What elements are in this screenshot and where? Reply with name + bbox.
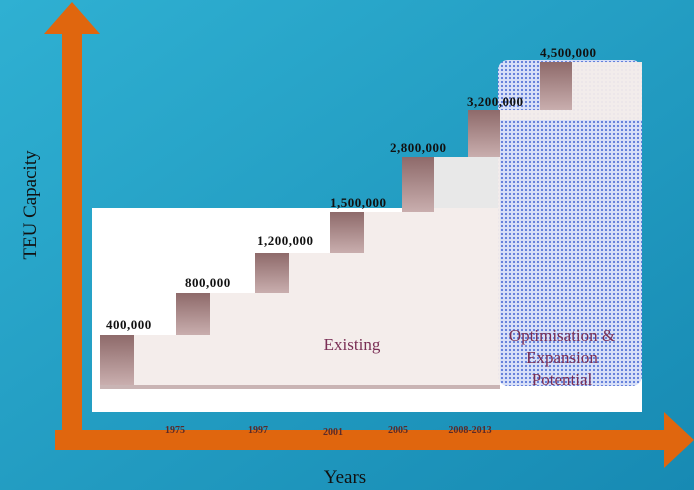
year-label: 2001 — [323, 427, 343, 438]
y-axis — [62, 30, 82, 450]
y-arrow — [44, 2, 100, 34]
capacity-label: 2,800,000 — [390, 140, 447, 155]
potential-label: Optimisation & — [509, 326, 615, 345]
risers — [100, 62, 572, 385]
year-label: 1997 — [248, 425, 268, 436]
capacity-label: 1,200,000 — [257, 233, 314, 248]
axes — [44, 2, 694, 468]
year-label: 1975 — [165, 425, 185, 436]
riser — [255, 253, 289, 293]
potential-label: Potential — [532, 370, 593, 389]
stair-base — [100, 385, 500, 389]
riser — [176, 293, 210, 335]
riser — [468, 110, 500, 157]
x-axis — [55, 430, 670, 450]
x-arrow — [664, 412, 694, 468]
riser — [330, 212, 364, 253]
y-axis-title: TEU Capacity — [20, 150, 41, 260]
riser — [402, 157, 434, 212]
potential-label: Expansion — [526, 348, 598, 367]
capacity-label: 3,200,000 — [467, 94, 524, 109]
capacity-label: 4,500,000 — [540, 45, 597, 60]
potential-region — [498, 60, 642, 386]
capacity-label: 1,500,000 — [330, 195, 387, 210]
x-axis-title: Years — [324, 467, 366, 488]
riser — [540, 62, 572, 110]
capacity-label: 800,000 — [185, 275, 231, 290]
capacity-label: 400,000 — [106, 317, 152, 332]
year-label: 2008-2013 — [448, 425, 491, 436]
year-label: 2005 — [388, 425, 408, 436]
riser — [100, 335, 134, 385]
staircase — [100, 62, 642, 388]
existing-label: Existing — [324, 335, 381, 354]
